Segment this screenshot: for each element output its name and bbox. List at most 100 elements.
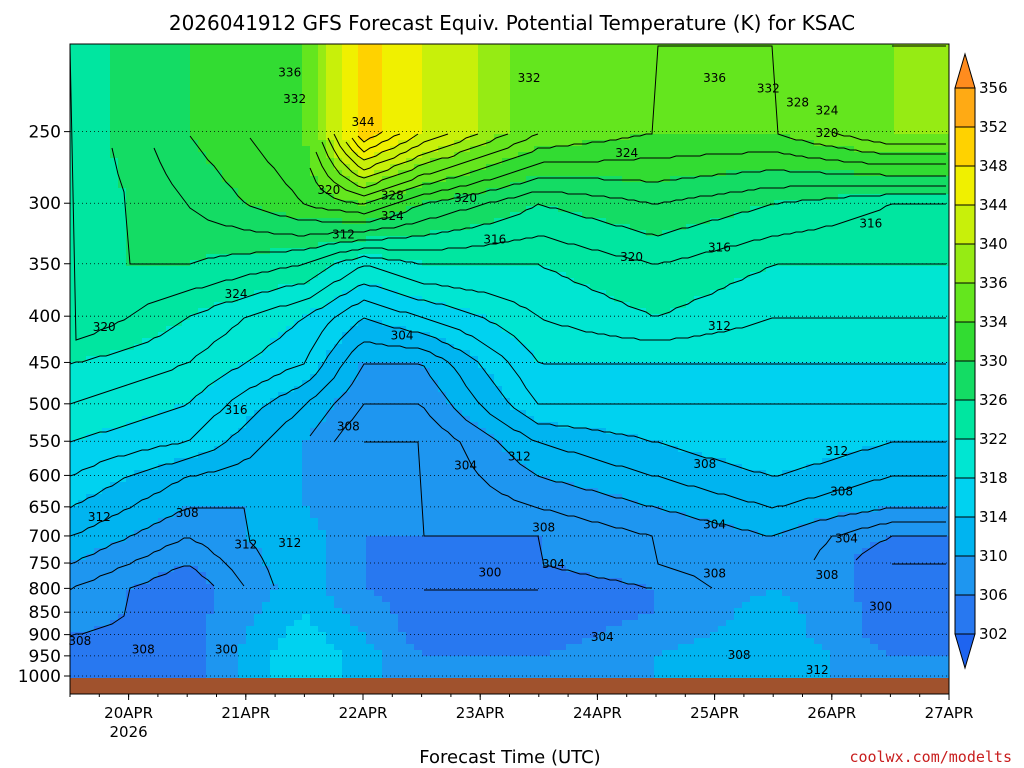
field-cell	[350, 104, 359, 111]
field-cell	[166, 620, 175, 627]
field-cell	[126, 632, 135, 639]
field-cell	[118, 470, 127, 477]
field-cell	[422, 632, 431, 639]
field-cell	[334, 380, 343, 387]
field-cell	[358, 68, 367, 75]
field-cell	[286, 44, 295, 51]
field-cell	[158, 206, 167, 213]
field-cell	[270, 110, 279, 117]
field-cell	[270, 662, 279, 669]
field-cell	[206, 518, 215, 525]
field-cell	[318, 122, 327, 129]
field-cell	[398, 356, 407, 363]
field-cell	[358, 404, 367, 411]
field-cell	[158, 170, 167, 177]
field-cell	[246, 50, 255, 57]
field-cell	[182, 212, 191, 219]
field-cell	[190, 410, 199, 417]
field-cell	[406, 452, 415, 459]
field-cell	[398, 578, 407, 585]
field-cell	[302, 398, 311, 405]
field-cell	[422, 590, 431, 597]
field-cell	[318, 566, 327, 573]
field-cell	[174, 116, 183, 123]
field-cell	[246, 608, 255, 615]
field-cell	[102, 416, 111, 423]
field-cell	[198, 284, 207, 291]
field-cell	[214, 50, 223, 57]
field-cell	[142, 80, 151, 87]
field-cell	[342, 212, 351, 219]
field-cell	[126, 488, 135, 495]
field-cell	[342, 554, 351, 561]
field-cell	[102, 110, 111, 117]
field-cell	[342, 368, 351, 375]
field-cell	[382, 626, 391, 633]
field-cell	[366, 278, 375, 285]
field-cell	[206, 104, 215, 111]
field-cell	[302, 326, 311, 333]
field-cell	[142, 518, 151, 525]
field-cell	[270, 194, 279, 201]
field-cell	[374, 572, 383, 579]
field-cell	[326, 590, 335, 597]
field-cell	[262, 290, 271, 297]
field-cell	[350, 332, 359, 339]
field-cell	[134, 620, 143, 627]
field-cell	[422, 626, 431, 633]
field-cell	[158, 422, 167, 429]
field-cell	[222, 368, 231, 375]
field-cell	[126, 626, 135, 633]
field-cell	[238, 626, 247, 633]
field-cell	[294, 92, 303, 99]
field-cell	[366, 674, 375, 681]
field-cell	[286, 362, 295, 369]
field-cell	[334, 122, 343, 129]
field-cell	[262, 254, 271, 261]
field-cell	[270, 176, 279, 183]
field-cell	[198, 662, 207, 669]
field-cell	[390, 632, 399, 639]
field-cell	[150, 212, 159, 219]
field-cell	[286, 452, 295, 459]
field-cell	[78, 644, 87, 651]
field-cell	[134, 494, 143, 501]
field-cell	[214, 518, 223, 525]
field-cell	[158, 134, 167, 141]
field-cell	[214, 596, 223, 603]
field-cell	[254, 224, 263, 231]
field-cell	[118, 662, 127, 669]
field-cell	[422, 86, 431, 93]
field-cell	[422, 494, 431, 501]
field-cell	[246, 404, 255, 411]
field-cell	[238, 86, 247, 93]
field-cell	[158, 578, 167, 585]
field-cell	[214, 296, 223, 303]
field-cell	[406, 248, 415, 255]
field-cell	[222, 194, 231, 201]
field-cell	[158, 242, 167, 249]
field-cell	[110, 518, 119, 525]
field-cell	[422, 584, 431, 591]
field-cell	[166, 584, 175, 591]
field-cell	[366, 530, 375, 537]
field-cell	[70, 386, 79, 393]
field-cell	[238, 254, 247, 261]
field-cell	[174, 542, 183, 549]
field-cell	[294, 266, 303, 273]
field-cell	[86, 224, 95, 231]
field-cell	[174, 452, 183, 459]
field-cell	[198, 56, 207, 63]
field-cell	[286, 662, 295, 669]
field-cell	[326, 284, 335, 291]
field-cell	[158, 116, 167, 123]
field-cell	[222, 386, 231, 393]
field-cell	[70, 176, 79, 183]
field-cell	[278, 518, 287, 525]
field-cell	[118, 104, 127, 111]
field-cell	[318, 584, 327, 591]
field-cell	[326, 158, 335, 165]
field-cell	[198, 482, 207, 489]
field-cell	[334, 446, 343, 453]
field-cell	[110, 344, 119, 351]
